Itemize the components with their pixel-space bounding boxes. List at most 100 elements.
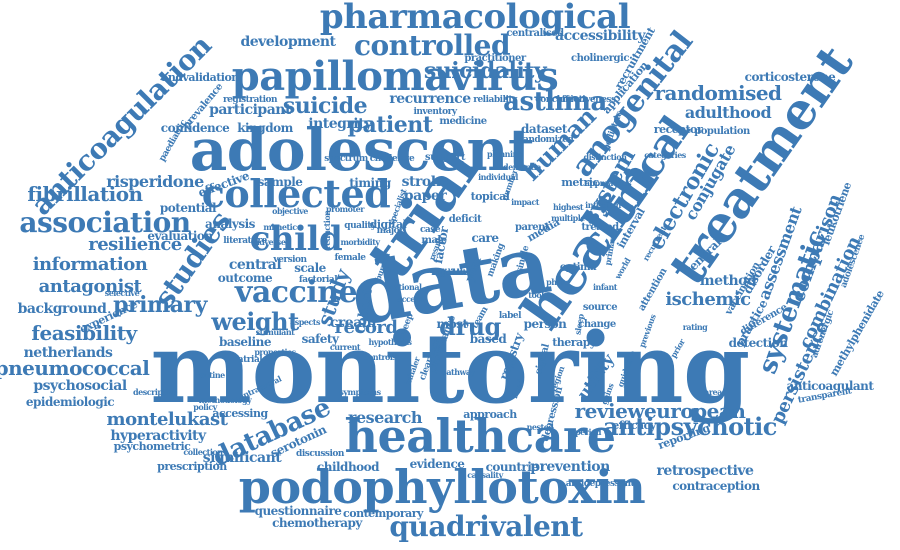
cloud-word: evaluation (147, 229, 213, 243)
cloud-word: metric (561, 176, 599, 189)
cloud-word: psychosocial (33, 378, 126, 394)
cloud-word: support (425, 152, 466, 163)
cloud-word: properties (254, 347, 296, 357)
cloud-word: information (33, 254, 148, 275)
cloud-word: level (441, 267, 460, 277)
cloud-word: based (470, 332, 508, 346)
cloud-word: areas (704, 387, 727, 397)
cloud-word: participant (209, 102, 292, 118)
cloud-word: adulthood (685, 103, 772, 122)
cloud-word: cream (330, 315, 377, 331)
cloud-word: tools (528, 290, 548, 300)
cloud-word: record (335, 317, 399, 338)
cloud-word: significant (203, 450, 283, 466)
cloud-word: factor (431, 225, 451, 265)
cloud-word: baseline (219, 335, 272, 349)
cloud-word: receptor (654, 123, 703, 136)
cloud-word: medicine (439, 116, 486, 127)
cloud-word: atrial (238, 355, 263, 365)
cloud-word: phase (546, 277, 570, 287)
cloud-word: access (397, 294, 424, 304)
cloud-word: anticoagulant (787, 379, 875, 393)
cloud-word: dataset (521, 122, 568, 136)
cloud-word: multiple (551, 213, 585, 223)
cloud-word: literature (223, 236, 267, 246)
cloud-word: analysis (205, 217, 256, 231)
cloud-word: antipsychotic (603, 412, 777, 441)
cloud-word: case (420, 225, 441, 235)
cloud-word: accessing (212, 407, 268, 420)
cloud-word: research (348, 408, 423, 427)
cloud-word: challenge (370, 154, 415, 164)
cloud-word: pneumococcal (0, 356, 150, 380)
cloud-word: care (471, 231, 499, 245)
cloud-word: association (19, 206, 190, 239)
cloud-word: rating (683, 322, 708, 332)
cloud-word: topical (471, 190, 510, 203)
cloud-word: accessibility (555, 28, 646, 44)
cloud-word: highest (553, 202, 584, 212)
cloud-word: adolescent (190, 116, 535, 184)
cloud-word: descriptive (133, 387, 177, 397)
cloud-word: variables (431, 267, 469, 277)
cloud-word: kingdom (237, 121, 293, 135)
cloud-word: sample (258, 175, 304, 189)
cloud-word: stroke (402, 174, 449, 190)
cloud-word: collection (183, 447, 223, 457)
cloud-word: major (377, 226, 405, 236)
cloud-word: source (583, 302, 617, 313)
cloud-word: planning (487, 149, 524, 159)
cloud-word: controlled (354, 29, 510, 62)
cloud-word: individual (478, 172, 518, 182)
cloud-word: centralised (506, 28, 564, 39)
cloud-word: infection (585, 200, 621, 210)
cloud-word: inventory (413, 107, 457, 117)
cloud-word: antidepressant (566, 479, 636, 489)
cloud-word: routine (195, 370, 225, 380)
cloud-word: reviewеuropean (575, 399, 747, 423)
cloud-word: potential (160, 201, 217, 215)
cloud-word: papillomavirus (232, 53, 558, 100)
cloud-word: podophyllotoxin (239, 460, 645, 514)
cloud-word: randomized (519, 135, 575, 145)
cloud-word: background (18, 301, 107, 317)
cloud-word: chemotherapy (272, 516, 363, 530)
cloud-word: suicidality (424, 58, 548, 84)
cloud-word: contraception (672, 479, 760, 493)
cloud-word: weight (210, 307, 299, 336)
cloud-word: distinction (584, 152, 628, 162)
cloud-word: effectiveness (556, 95, 616, 105)
cloud-word: drug (439, 312, 501, 341)
cloud-word: controls (364, 352, 398, 362)
cloud-word: collected (202, 171, 390, 216)
cloud-word: female (334, 253, 366, 263)
cloud-word: reliability (473, 95, 518, 105)
cloud-word: outcome (218, 271, 273, 285)
cloud-word: parent (515, 222, 550, 233)
cloud-word: spectrum (324, 154, 369, 164)
cloud-word: quality (344, 221, 377, 231)
cloud-word: period (575, 427, 602, 437)
cloud-word: hyperactivity (110, 428, 207, 444)
cloud-word: scale (294, 261, 326, 275)
cloud-word: deficit (449, 214, 482, 225)
cloud-word: adverse (255, 237, 286, 247)
cloud-word: promoter (326, 204, 365, 214)
cloud-word: child (250, 219, 343, 259)
cloud-word: efficacy (612, 419, 657, 432)
cloud-word: vaccine (234, 275, 357, 310)
cloud-word: pharmacological (320, 0, 631, 37)
cloud-word: method (700, 273, 757, 289)
cloud-word: practitioner (464, 53, 526, 64)
cloud-word: label (499, 311, 522, 321)
cloud-word: years (438, 267, 461, 277)
cloud-word: monitoring (150, 312, 749, 425)
cloud-word: categories (644, 150, 687, 160)
cloud-word: questionnaire (255, 504, 343, 518)
cloud-word: cases (439, 267, 462, 277)
cloud-word: estimate (433, 267, 468, 277)
cloud-word: income (435, 267, 465, 277)
cloud-word: factorial (299, 275, 338, 285)
cloud-word: corticosterone (745, 70, 837, 84)
cloud-word: sleep (572, 312, 586, 335)
